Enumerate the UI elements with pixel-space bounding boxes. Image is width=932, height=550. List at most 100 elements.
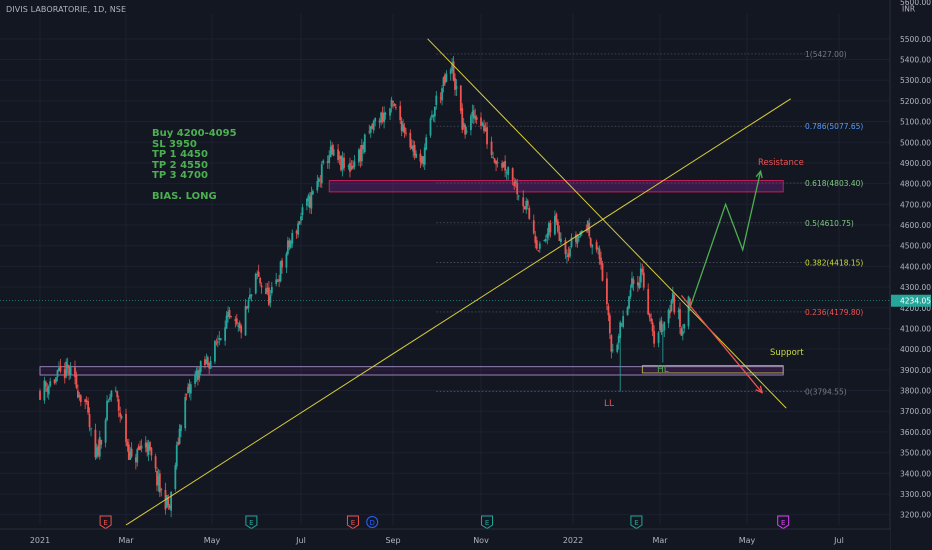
current-price-label: 4234.05 (900, 297, 931, 306)
trendline (125, 98, 792, 526)
price-tick-label: 3900.00 (900, 366, 931, 375)
candle-body (514, 180, 517, 184)
candle-body (671, 292, 674, 302)
support-label: Support (770, 348, 804, 358)
candle-body (393, 103, 396, 107)
candle-body (234, 319, 237, 322)
candle-body (291, 232, 294, 244)
candle-body (432, 115, 435, 117)
candle-body (601, 263, 604, 281)
candle-body (257, 271, 260, 277)
candle-body (392, 100, 394, 103)
chart-grid (0, 14, 890, 525)
candle-body (616, 344, 619, 352)
candle-body (610, 335, 613, 352)
candle-body (347, 165, 350, 167)
candle-body (517, 195, 520, 197)
price-tick-label: 3700.00 (900, 407, 931, 416)
earnings-marker-icon (630, 515, 643, 530)
candle-body (349, 162, 351, 172)
time-tick-label: Jul (833, 536, 844, 545)
candle-body (669, 310, 671, 314)
candle-body (608, 315, 611, 334)
candle-body (178, 428, 181, 445)
candle-body (383, 112, 385, 123)
candle-body (526, 200, 529, 206)
candle-body (670, 300, 673, 312)
candle-body (69, 366, 72, 376)
candle-body (374, 118, 377, 122)
candle-body (286, 240, 289, 254)
candle-body (465, 130, 468, 133)
candle-body (114, 390, 117, 392)
candle-body (187, 386, 189, 394)
candle-body (68, 365, 71, 376)
candle-body (357, 149, 360, 163)
candle-body (146, 442, 149, 452)
candle-body (228, 310, 231, 318)
candle-body (110, 390, 113, 398)
candle-body (362, 144, 365, 150)
candle-body (119, 412, 122, 417)
candle-body (403, 126, 406, 133)
candle-body (266, 287, 269, 293)
event-marker-letter: D (370, 519, 375, 527)
candle-body (606, 278, 608, 305)
candle-body (560, 238, 562, 242)
time-tick-label: Mar (652, 536, 668, 545)
chart-title: DIVIS LABORATORIE, 1D, NSE (6, 5, 127, 14)
candle-body (363, 134, 366, 152)
candle-body (504, 160, 507, 171)
candle-body (419, 153, 422, 162)
candle-body (507, 167, 510, 175)
trade-plan-line: SL 3950 (152, 138, 197, 150)
candle-body (409, 132, 412, 148)
candle-body (617, 336, 620, 343)
event-marker-letter: E (249, 519, 253, 527)
candle-body (317, 178, 320, 183)
candle-body (412, 145, 415, 152)
candle-body (638, 282, 641, 289)
candle-body (433, 106, 436, 117)
candle-body (127, 444, 130, 460)
currency-label: INR (902, 5, 915, 14)
candle-body (319, 179, 322, 181)
price-tick-label: 5100.00 (900, 118, 931, 127)
candle-body (449, 69, 452, 74)
candle-body (156, 471, 158, 486)
candle-body (359, 149, 362, 161)
event-marker-letter: E (781, 519, 785, 527)
candle-body (44, 381, 47, 387)
candle-body (352, 165, 354, 169)
candle-body (168, 505, 171, 509)
candle-body (63, 369, 66, 379)
candle-body (195, 370, 198, 377)
candle-body (78, 394, 81, 398)
candle-body (459, 85, 462, 111)
time-tick-label: 2021 (30, 536, 50, 545)
bullish-projection (687, 171, 762, 313)
price-tick-label: 4800.00 (900, 180, 931, 189)
candle-body (43, 380, 46, 401)
trade-plan-line: TP 3 4700 (152, 170, 208, 182)
candle-body (188, 384, 191, 393)
candle-body (100, 439, 103, 445)
current-price-badge (891, 294, 931, 307)
candle-body (547, 223, 550, 236)
candle-body (341, 157, 344, 170)
candle-body (549, 222, 552, 233)
candle-body (134, 457, 137, 463)
price-tick-label: 5000.00 (900, 138, 931, 147)
candle-body (516, 182, 519, 195)
candle-body (125, 413, 127, 443)
candle-body (350, 166, 353, 170)
candle-body (399, 105, 402, 121)
candle-body (372, 120, 375, 131)
candle-body (244, 306, 247, 336)
candle-body (219, 338, 222, 341)
candle-body (360, 145, 363, 162)
candle-body (681, 331, 684, 335)
candle-body (496, 162, 499, 164)
candle-body (554, 216, 556, 235)
